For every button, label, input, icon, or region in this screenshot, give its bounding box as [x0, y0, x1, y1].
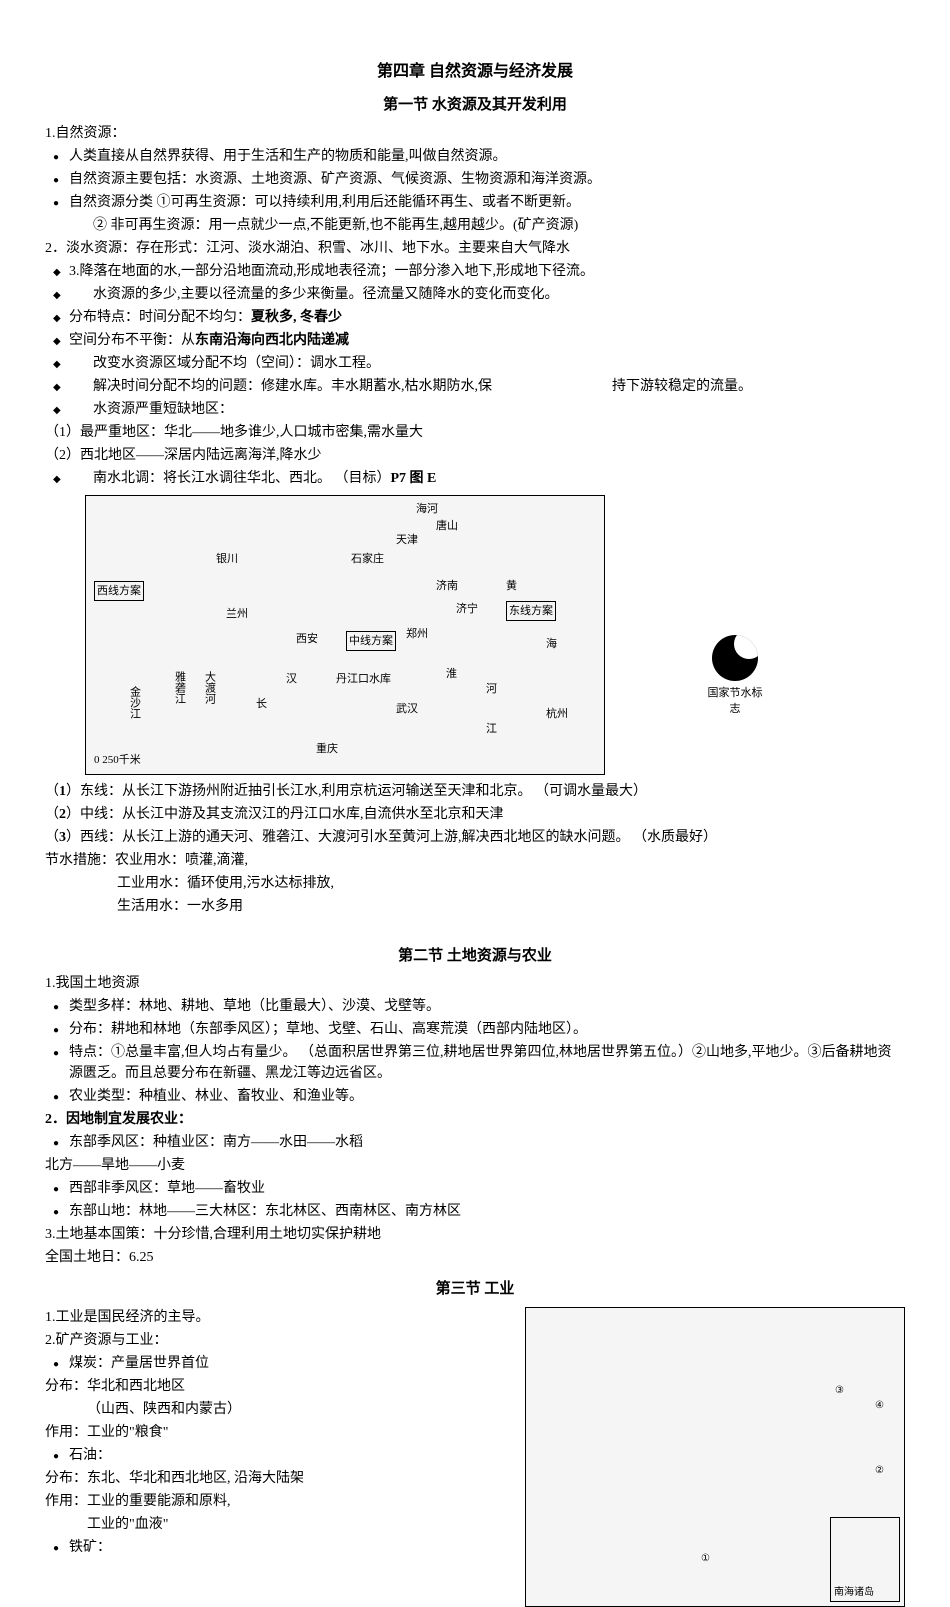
s2-p2: 2．因地制宜发展农业：: [45, 1109, 905, 1130]
s1-p3: （1）最严重地区：华北——地多谁少,人口城市密集,需水量大: [45, 422, 905, 443]
water-drop-icon: [712, 635, 758, 681]
section3-title: 第三节 工业: [45, 1278, 905, 1301]
map-label: 石家庄: [351, 551, 384, 568]
map-label: 淮: [446, 666, 457, 683]
s1-p7: 生活用水：一水多用: [45, 896, 905, 917]
s2-p3: 北方——旱地——小麦: [45, 1155, 905, 1176]
s2-b3: 特点：①总量丰富,但人均占有量少。 （总面积居世界第三位,耕地居世界第四位,林地…: [45, 1042, 905, 1084]
s1-r3: （3）西线：从长江上游的通天河、雅砻江、大渡河引水至黄河上游,解决西北地区的缺水…: [45, 827, 905, 848]
s3-b1: 煤炭：产量居世界首位: [45, 1353, 905, 1374]
map-label: 雅砻江: [171, 671, 188, 704]
map-label: 大渡河: [201, 671, 218, 704]
s1-d5: 改变水资源区域分配不均（空间）：调水工程。: [45, 353, 905, 374]
map-label: 杭州: [546, 706, 568, 723]
map-label: 金沙江: [126, 686, 143, 719]
s2-p4: 3.土地基本国策：十分珍惜,合理利用土地切实保护耕地: [45, 1224, 905, 1245]
map-label: 天津: [396, 532, 418, 549]
map-label: 武汉: [396, 701, 418, 718]
s1-d7: 水资源严重短缺地区：: [45, 399, 905, 420]
s1-b2: 自然资源主要包括：水资源、土地资源、矿产资源、气候资源、生物资源和海洋资源。: [45, 169, 905, 190]
s1-r1: （1）东线：从长江下游扬州附近抽引长江水,利用京杭运河输送至天津和北京。 （可调…: [45, 781, 905, 802]
map-label: 唐山: [436, 518, 458, 535]
map-label: 长: [256, 696, 267, 713]
s2-b1: 类型多样：林地、耕地、草地（比重最大）、沙漠、戈壁等。: [45, 996, 905, 1017]
map-label: 河: [486, 681, 497, 698]
s2-b5: 东部季风区：种植业区：南方——水田——水稻: [45, 1132, 905, 1153]
s2-b6: 西部非季风区：草地——畜牧业: [45, 1178, 905, 1199]
s1-d2: 水资源的多少,主要以径流量的多少来衡量。径流量又随降水的变化而变化。: [45, 284, 905, 305]
s1-d3: 分布特点：时间分配不均匀：夏秋多, 冬春少: [45, 307, 905, 328]
s2-b4: 农业类型：种植业、林业、畜牧业、和渔业等。: [45, 1086, 905, 1107]
s1-d1: 3.降落在地面的水,一部分沿地面流动,形成地表径流；一部分渗入地下,形成地下径流…: [45, 261, 905, 282]
s1-r2: （2）中线：从长江中游及其支流汉江的丹江口水库,自流供水至北京和天津: [45, 804, 905, 825]
s1-p4: （2）西北地区——深居内陆远离海洋,降水少: [45, 445, 905, 466]
s1-d4: 空间分布不平衡：从东南沿海向西北内陆递减: [45, 330, 905, 351]
map-label: 东线方案: [506, 601, 556, 622]
water-saving-logo: 国家节水标志: [705, 635, 765, 718]
map-label: 重庆: [316, 741, 338, 758]
s1-b1: 人类直接从自然界获得、用于生活和生产的物质和能量,叫做自然资源。: [45, 146, 905, 167]
map-label: 济宁: [456, 601, 478, 618]
map-label: 西线方案: [94, 581, 144, 602]
map-label: 郑州: [406, 626, 428, 643]
map-label: 黄: [506, 578, 517, 595]
section2-title: 第二节 土地资源与农业: [45, 945, 905, 968]
s1-p6: 工业用水：循环使用,污水达标排放,: [45, 873, 905, 894]
map-label: 0 250千米: [94, 752, 141, 769]
section1-title: 第一节 水资源及其开发利用: [45, 94, 905, 117]
map-label: 江: [486, 721, 497, 738]
map-label: 兰州: [226, 606, 248, 623]
map-label: 汉: [286, 671, 297, 688]
s1-p2: 2．淡水资源：存在形式：江河、淡水湖泊、积雪、冰川、地下水。主要来自大气降水: [45, 238, 905, 259]
s1-b3b: ② 非可再生资源：用一点就少一点,不能更新,也不能再生,越用越少。(矿产资源): [45, 215, 905, 236]
s1-d8: 南水北调：将长江水调往华北、西北。 （目标）P7 图 E: [45, 468, 905, 489]
s2-p5: 全国土地日：6.25: [45, 1247, 905, 1268]
s2-b7: 东部山地：林地——三大林区：东北林区、西南林区、南方林区: [45, 1201, 905, 1222]
map-label: 银川: [216, 551, 238, 568]
map-label: 丹江口水库: [336, 671, 391, 688]
map-num-3: ③: [835, 1383, 844, 1398]
s3-b3: 铁矿：: [45, 1537, 905, 1558]
s2-b2: 分布：耕地和林地（东部季风区）；草地、戈壁、石山、高寒荒漠（西部内陆地区）。: [45, 1019, 905, 1040]
map-label: 西安: [296, 631, 318, 648]
map-label: 济南: [436, 578, 458, 595]
s1-p5: 节水措施：农业用水：喷灌,滴灌,: [45, 850, 905, 871]
s1-d6: 解决时间分配不均的问题：修建水库。丰水期蓄水,枯水期防水,保持下游较稳定的流量。: [45, 376, 905, 397]
s1-p1: 1.自然资源：: [45, 123, 905, 144]
map-label: 海: [546, 636, 557, 653]
south-north-water-map: 海河 唐山 天津 石家庄 银川 西线方案 兰州 西安 济南 黄 济宁 东线方案 …: [85, 495, 605, 775]
s1-b3: 自然资源分类 ①可再生资源：可以持续利用,利用后还能循环再生、或者不断更新。: [45, 192, 905, 213]
map-num-4: ④: [875, 1398, 884, 1413]
inset-box: [830, 1517, 900, 1602]
s2-p1: 1.我国土地资源: [45, 973, 905, 994]
s3-b2: 石油：: [45, 1445, 905, 1466]
map-label: 海河: [416, 501, 438, 518]
map-label: 中线方案: [346, 631, 396, 652]
chapter-title: 第四章 自然资源与经济发展: [45, 60, 905, 84]
logo-caption: 国家节水标志: [705, 685, 765, 718]
